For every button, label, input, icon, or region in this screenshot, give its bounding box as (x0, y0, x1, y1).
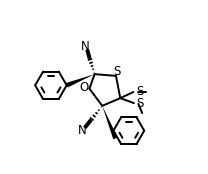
Text: N: N (78, 124, 87, 137)
Text: S: S (136, 85, 143, 98)
Text: S: S (136, 97, 144, 110)
Polygon shape (102, 106, 118, 139)
Text: N: N (81, 40, 90, 53)
Text: S: S (114, 65, 121, 78)
Text: O: O (80, 81, 89, 94)
Polygon shape (66, 74, 95, 88)
